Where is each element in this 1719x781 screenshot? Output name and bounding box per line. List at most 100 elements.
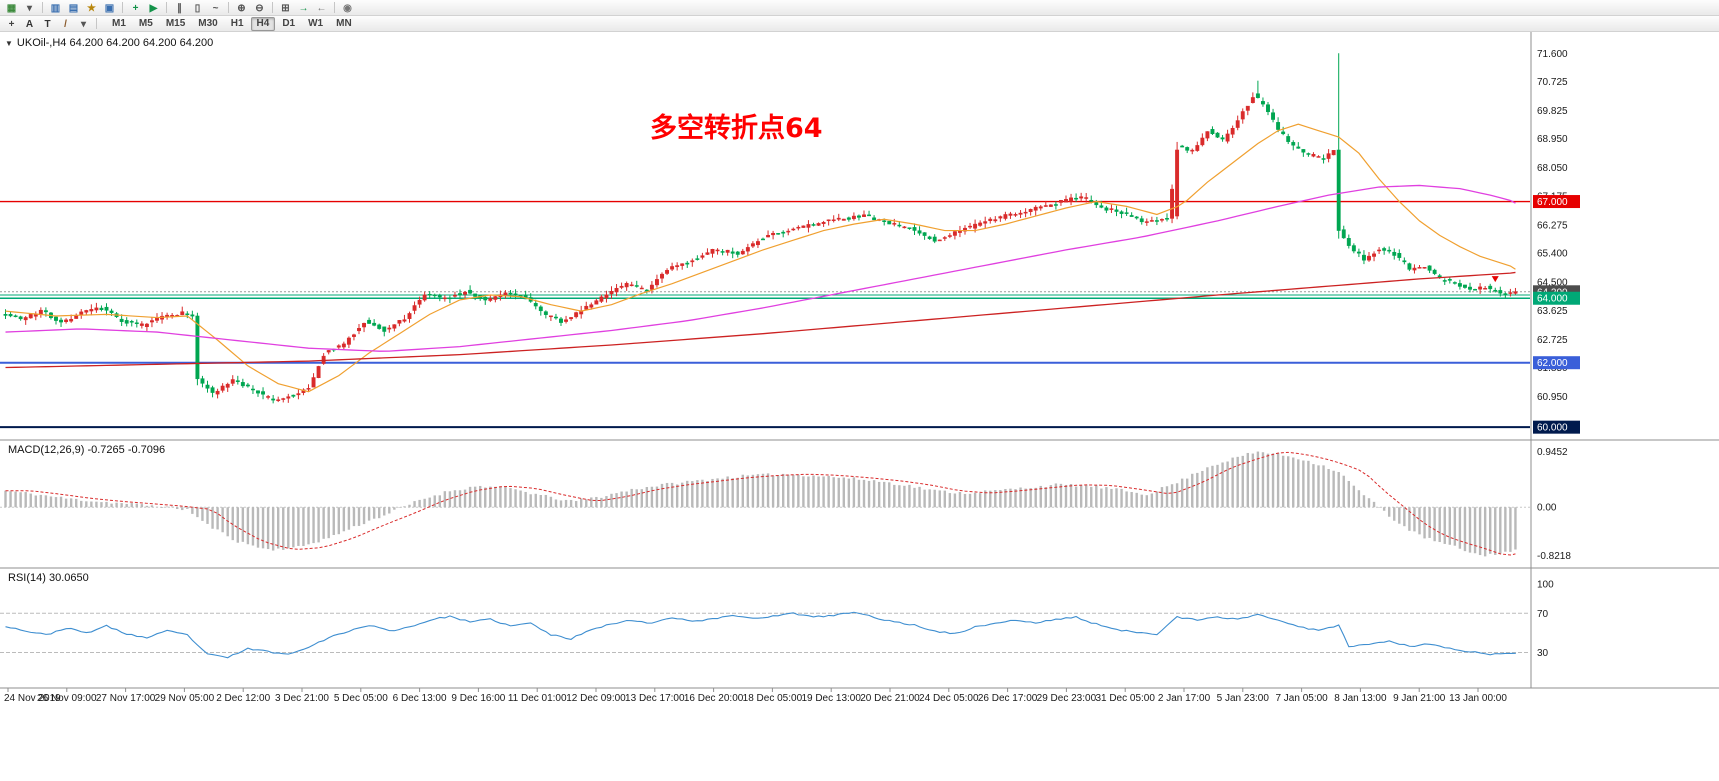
help-icon[interactable]: ◉ [343,2,352,14]
auto-scroll-icon[interactable]: → [298,2,309,14]
svg-text:9 Jan 21:00: 9 Jan 21:00 [1393,693,1446,704]
svg-text:70.725: 70.725 [1537,77,1568,88]
zoom-in-icon[interactable]: ⊕ [237,2,246,14]
svg-text:16 Dec 20:00: 16 Dec 20:00 [684,693,744,704]
price-badge-60.000: 60.000 [1533,420,1580,434]
new-order-icon[interactable]: + [132,2,139,14]
toolbar-separator [228,2,229,13]
cursor-tool-icon[interactable]: A [25,18,34,30]
svg-text:64.500: 64.500 [1537,278,1568,289]
collapse-chart-icon[interactable]: ▼ [5,38,13,48]
timeframe-m15-button[interactable]: M15 [165,17,186,29]
svg-text:68.950: 68.950 [1537,134,1568,145]
svg-text:24 Dec 05:00: 24 Dec 05:00 [919,693,979,704]
symbol-ohlc-label: UKOil-,H4 64.200 64.200 64.200 64.200 [16,37,214,49]
price-scale[interactable]: 71.60070.72569.82568.95068.05067.17566.2… [1533,49,1580,659]
svg-text:19 Dec 13:00: 19 Dec 13:00 [801,693,861,704]
toolbar-separator [272,2,273,13]
timeframe-w1-button[interactable]: W1 [308,17,324,29]
bar-chart-icon[interactable]: ∥ [177,2,182,14]
svg-text:62.725: 62.725 [1537,335,1568,346]
crosshair-icon[interactable]: + [8,18,15,30]
fast-ma-line[interactable] [5,123,1516,393]
trendline-tool-icon[interactable]: / [64,18,67,30]
toolbar-separator [122,2,123,13]
line-chart-icon[interactable]: ~ [212,2,219,14]
sell-arrow-marker [1491,276,1499,283]
terminal-icon[interactable]: ▣ [104,2,115,14]
svg-text:60.950: 60.950 [1537,392,1568,403]
timeframe-m1-button[interactable]: M1 [112,17,126,29]
timeframe-h4-button[interactable]: H4 [250,16,276,31]
svg-text:62.000: 62.000 [1537,358,1568,369]
svg-text:13 Dec 17:00: 13 Dec 17:00 [625,693,685,704]
toolbar-separator [42,2,43,13]
svg-text:30: 30 [1537,648,1549,659]
toolbar-drawing-timeframes: + A T / ▾ M1 M5 M15 M30 H1 H4 D1 W1 MN [0,16,1719,32]
svg-text:68.050: 68.050 [1537,163,1568,174]
svg-text:24 Nov 2019: 24 Nov 2019 [4,693,61,704]
new-chart-icon[interactable]: ▦ [6,2,17,14]
timeframe-m30-button[interactable]: M30 [198,17,218,29]
rsi-line [5,611,1516,659]
svg-text:6 Dec 13:00: 6 Dec 13:00 [393,693,447,704]
svg-text:69.825: 69.825 [1537,106,1568,117]
timeframe-h1-button[interactable]: H1 [230,17,244,29]
timeframe-d1-button[interactable]: D1 [282,17,296,29]
price-badge-67.000: 67.000 [1533,195,1580,209]
macd-indicator-label: MACD(12,26,9) -0.7265 -0.7096 [8,444,166,456]
svg-text:5 Jan 23:00: 5 Jan 23:00 [1217,693,1270,704]
timeframe-m5-button[interactable]: M5 [138,17,153,29]
svg-text:26 Nov 09:00: 26 Nov 09:00 [37,693,97,704]
svg-text:-0.8218: -0.8218 [1537,551,1571,562]
slow-ma-line[interactable] [5,271,1516,369]
toolbar-separator [334,2,335,13]
svg-text:67.000: 67.000 [1537,197,1568,208]
rsi-indicator-label: RSI(14) 30.0650 [8,572,89,584]
svg-text:70: 70 [1537,609,1549,620]
svg-text:66.275: 66.275 [1537,220,1568,231]
svg-text:65.400: 65.400 [1537,249,1568,260]
svg-text:8 Jan 13:00: 8 Jan 13:00 [1334,693,1387,704]
timeframe-button-group: M1 M5 M15 M30 H1 H4 D1 W1 MN [106,16,358,31]
toolbar-separator [166,2,167,13]
chart-shift-icon[interactable]: ← [316,2,327,14]
svg-text:29 Nov 05:00: 29 Nov 05:00 [155,693,215,704]
zoom-out-icon[interactable]: ⊖ [255,2,264,14]
price-badge-64.000: 64.000 [1533,291,1580,305]
price-badge-62.000: 62.000 [1533,356,1580,370]
market-watch-icon[interactable]: ▥ [50,2,61,14]
chart-list-dropdown-icon[interactable]: ▾ [26,2,33,14]
svg-text:29 Dec 23:00: 29 Dec 23:00 [1037,693,1097,704]
svg-text:9 Dec 16:00: 9 Dec 16:00 [451,693,505,704]
svg-text:7 Jan 05:00: 7 Jan 05:00 [1275,693,1328,704]
svg-text:60.000: 60.000 [1537,423,1568,434]
chart-title: ▼ UKOil-,H4 64.200 64.200 64.200 64.200 [5,37,213,49]
svg-text:26 Dec 17:00: 26 Dec 17:00 [978,693,1038,704]
svg-text:5 Dec 05:00: 5 Dec 05:00 [334,693,388,704]
macd-signal-line [5,451,1516,556]
autotrading-icon[interactable]: ▶ [149,2,158,14]
svg-text:11 Dec 01:00: 11 Dec 01:00 [508,693,567,704]
svg-text:64.000: 64.000 [1537,294,1568,305]
svg-text:13 Jan 00:00: 13 Jan 00:00 [1449,693,1507,704]
shapes-dropdown-icon[interactable]: ▾ [80,18,87,30]
svg-text:20 Dec 21:00: 20 Dec 21:00 [860,693,920,704]
svg-text:0.9452: 0.9452 [1537,447,1568,458]
mid-ma-line[interactable] [5,184,1516,352]
svg-text:0.00: 0.00 [1537,503,1557,514]
tile-windows-icon[interactable]: ⊞ [281,2,290,14]
data-window-icon[interactable]: ▤ [68,2,79,14]
text-tool-icon[interactable]: T [44,18,51,30]
svg-text:31 Dec 05:00: 31 Dec 05:00 [1095,693,1155,704]
timeframe-mn-button[interactable]: MN [336,17,352,29]
candlestick-chart-icon[interactable]: ▯ [194,2,201,14]
svg-text:2 Dec 12:00: 2 Dec 12:00 [216,693,270,704]
svg-text:2 Jan 17:00: 2 Jan 17:00 [1158,693,1211,704]
navigator-icon[interactable]: ★ [87,2,96,14]
chart-annotation-text: 多空转折点64 [650,113,823,144]
toolbar-main: ▦ ▾ ▥ ▤ ★ ▣ + ▶ ∥ ▯ ~ ⊕ ⊖ ⊞ → ← ◉ [0,0,1719,16]
